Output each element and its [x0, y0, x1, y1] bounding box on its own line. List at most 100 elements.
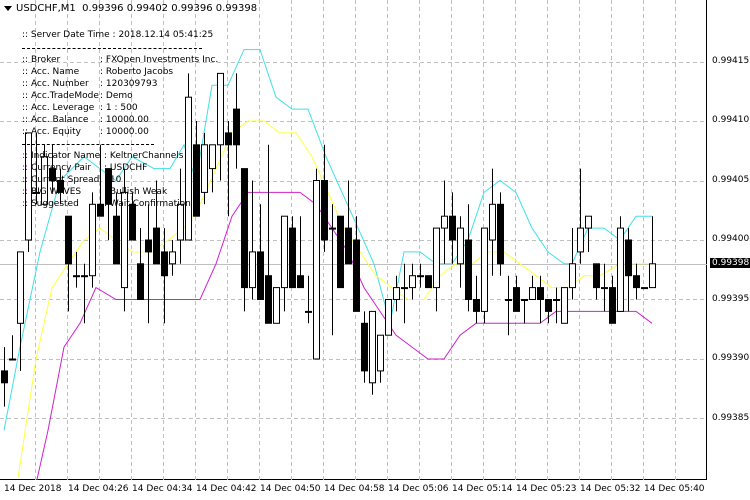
- candle: [81, 275, 88, 278]
- candle: [41, 156, 48, 205]
- info-label: :: Acc.TradeMode: [22, 91, 99, 101]
- candle: [441, 215, 448, 229]
- band-upper-band: [3, 49, 652, 431]
- candle: [369, 310, 376, 384]
- candle: [137, 263, 144, 300]
- candle: [505, 299, 512, 301]
- price-tick-label: 0.99410: [712, 115, 750, 125]
- time-tick-label: 14 Dec 04:42: [196, 484, 257, 494]
- candle: [193, 144, 200, 217]
- time-tick-label: 14 Dec 05:23: [516, 484, 577, 494]
- candle: [297, 275, 304, 289]
- candle: [289, 227, 296, 289]
- ohlc-values: 0.99396 0.99402 0.99396 0.99398: [82, 3, 258, 14]
- info-label: :: Broker: [22, 55, 61, 65]
- candle: [105, 168, 112, 205]
- price-tick-label: 0.99395: [712, 293, 750, 304]
- current-price-label: 0.99398: [710, 257, 750, 268]
- candle: [521, 299, 528, 301]
- price-tick-label: 0.99405: [712, 174, 750, 185]
- candle: [577, 227, 584, 253]
- info-label: :: Acc. Leverage: [22, 103, 95, 113]
- candle: [241, 168, 248, 289]
- info-label: :: Acc. Balance: [22, 115, 89, 125]
- info-value: : 10000.00: [100, 115, 149, 125]
- candle: [177, 203, 184, 241]
- candle: [65, 215, 72, 265]
- candle: [305, 310, 312, 313]
- candle: [465, 239, 472, 300]
- candle: [153, 227, 160, 265]
- price-tick-label: 0.99390: [712, 353, 750, 363]
- chart-area[interactable]: [0, 0, 707, 480]
- candle: [377, 334, 384, 372]
- symbol-title: USDCHF,M1: [16, 3, 76, 14]
- info-label: :: Acc. Name: [22, 67, 80, 77]
- info-value: : Wait Confirmation: [104, 199, 191, 209]
- candle: [609, 287, 616, 324]
- candle: [185, 96, 192, 241]
- info-value: : 120309793: [100, 79, 158, 89]
- candle: [225, 132, 232, 146]
- time-tick-label: 14 Dec 05:06: [388, 484, 449, 494]
- candle: [265, 275, 272, 324]
- time-tick-label: 14 Dec 05:14: [452, 484, 513, 494]
- info-label: :: Acc. Number: [22, 79, 89, 89]
- candle: [49, 168, 56, 182]
- price-tick-label: 0.99400: [712, 234, 750, 244]
- candle: [361, 322, 368, 372]
- candle: [545, 299, 552, 312]
- candle: [513, 287, 520, 312]
- info-label: :: Current Spread: [22, 175, 100, 185]
- info-value: : FXOpen Investments Inc.: [100, 55, 219, 65]
- candle: [145, 239, 152, 253]
- candle: [345, 227, 352, 265]
- candle: [593, 263, 600, 289]
- separator: [22, 144, 154, 145]
- info-value: : 10: [104, 175, 122, 185]
- time-tick-label: 14 Dec 05:32: [580, 484, 641, 494]
- candle: [57, 180, 64, 193]
- candle: [1, 370, 8, 384]
- candle: [601, 287, 608, 290]
- candle: [433, 227, 440, 289]
- candle: [633, 275, 640, 289]
- candle: [489, 203, 496, 241]
- time-tick-label: 14 Dec 04:50: [260, 484, 321, 494]
- candle: [249, 251, 256, 289]
- candle: [281, 215, 288, 289]
- info-value: : 10000.00: [100, 127, 149, 137]
- candle: [129, 203, 136, 241]
- candle: [457, 227, 464, 265]
- time-tick-label: 14 Dec 04:26: [68, 484, 129, 494]
- candle: [25, 132, 32, 241]
- candle: [553, 299, 560, 301]
- candle: [401, 287, 408, 290]
- candle: [313, 180, 320, 360]
- info-label: :: Currency Pair: [22, 163, 92, 173]
- info-label: :: Indicator Name: [22, 151, 101, 161]
- candle: [473, 299, 480, 312]
- dropdown-arrow-icon[interactable]: [4, 5, 12, 11]
- candle: [385, 299, 392, 336]
- candle: [569, 263, 576, 289]
- price-plot[interactable]: [0, 0, 707, 480]
- candle: [585, 215, 592, 229]
- info-value: : Bullish Weak: [104, 187, 168, 197]
- candle: [409, 275, 416, 289]
- candle: [529, 287, 536, 301]
- candle: [9, 358, 16, 361]
- info-label: :: Suggested: [22, 199, 79, 209]
- candle: [537, 287, 544, 301]
- candle: [337, 215, 344, 289]
- candle: [121, 191, 128, 289]
- candle: [353, 239, 360, 312]
- info-label: :: Acc. Equity: [22, 127, 82, 137]
- candle: [649, 263, 656, 289]
- candle: [321, 180, 328, 241]
- candle: [417, 275, 424, 278]
- candle: [33, 191, 40, 194]
- chart-title: USDCHF,M1 0.99396 0.99402 0.99396 0.9939…: [4, 3, 257, 14]
- candle: [273, 287, 280, 324]
- candle: [425, 275, 432, 289]
